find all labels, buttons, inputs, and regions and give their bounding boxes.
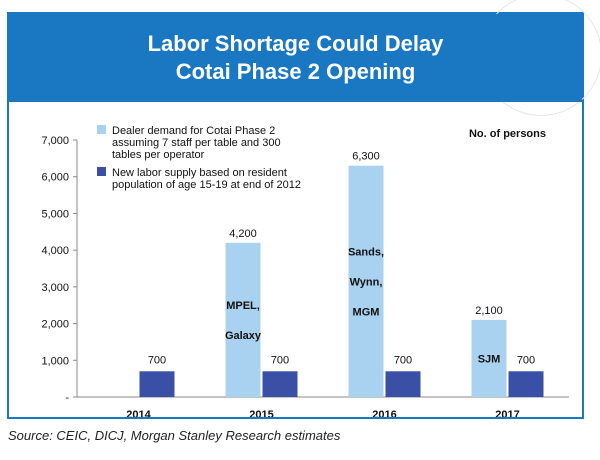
x-tick-label: 2014: [126, 409, 151, 417]
operator-label: MPEL,: [226, 300, 260, 312]
operator-label: Wynn,: [350, 276, 383, 288]
legend-label-2: New labor supply based on resident: [112, 167, 287, 179]
legend-label-2: population of age 15-19 at end of 2012: [112, 179, 301, 191]
operator-label: MGM: [353, 306, 380, 318]
y-tick-label: 6,000: [41, 172, 69, 184]
chart-title-line-2: Cotai Phase 2 Opening: [175, 59, 416, 84]
y-tick-label: 4,000: [41, 245, 69, 257]
bar-supply-2017: [508, 371, 544, 397]
x-tick-label: 2016: [372, 409, 396, 417]
chart-title-line-1: Labor Shortage Could Delay: [147, 31, 444, 56]
data-label-supply-2017: 700: [517, 354, 535, 366]
y-tick-label: 7,000: [41, 135, 69, 147]
bar-demand-2017: [471, 319, 507, 397]
title-banner: Labor Shortage Could Delay Cotai Phase 2…: [9, 14, 582, 102]
data-label-supply-2014: 700: [148, 354, 166, 366]
legend-label-1: assuming 7 staff per table and 300: [112, 137, 281, 149]
legend-swatch-2: [97, 167, 106, 176]
y-tick-label: 3,000: [41, 282, 69, 294]
operator-label: SJM: [478, 353, 501, 365]
bar-supply-2015: [262, 371, 298, 397]
data-label-demand-2015: 4,200: [229, 228, 257, 240]
bar-demand-2015: [225, 242, 261, 397]
data-label-demand-2016: 6,300: [352, 151, 380, 163]
y-tick-label: -: [65, 392, 69, 404]
bar-supply-2016: [385, 371, 421, 397]
source-note: Source: CEIC, DICJ, Morgan Stanley Resea…: [8, 428, 341, 443]
legend-label-1: tables per operator: [112, 149, 205, 161]
bar-demand-2016: [348, 165, 384, 397]
x-tick-label: 2015: [249, 409, 273, 417]
data-label-demand-2017: 2,100: [475, 305, 503, 317]
legend-label-1: Dealer demand for Cotai Phase 2: [112, 125, 275, 137]
bar-supply-2014: [139, 371, 175, 397]
data-label-supply-2015: 700: [271, 354, 289, 366]
chart-frame: Labor Shortage Could Delay Cotai Phase 2…: [7, 0, 600, 419]
y-tick-label: 1,000: [41, 355, 69, 367]
x-tick-label: 2017: [495, 409, 519, 417]
operator-label: Sands,: [348, 246, 384, 258]
data-label-supply-2016: 700: [394, 354, 412, 366]
y-tick-label: 5,000: [41, 208, 69, 220]
y-tick-label: 2,000: [41, 319, 69, 331]
operator-label: Galaxy: [225, 330, 262, 342]
legend-swatch-1: [97, 125, 106, 134]
unit-note: No. of persons: [469, 128, 546, 140]
bar-chart: - 1,000 2,000 3,000 4,000 5,000 6,000 7,000 No. …: [41, 125, 569, 417]
